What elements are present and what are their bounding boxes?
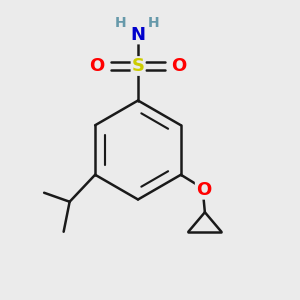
Text: O: O [89, 57, 104, 75]
Text: N: N [130, 26, 146, 44]
Text: O: O [172, 57, 187, 75]
Text: H: H [148, 16, 159, 30]
Text: O: O [196, 181, 211, 199]
Text: S: S [131, 57, 145, 75]
Text: H: H [115, 16, 126, 30]
